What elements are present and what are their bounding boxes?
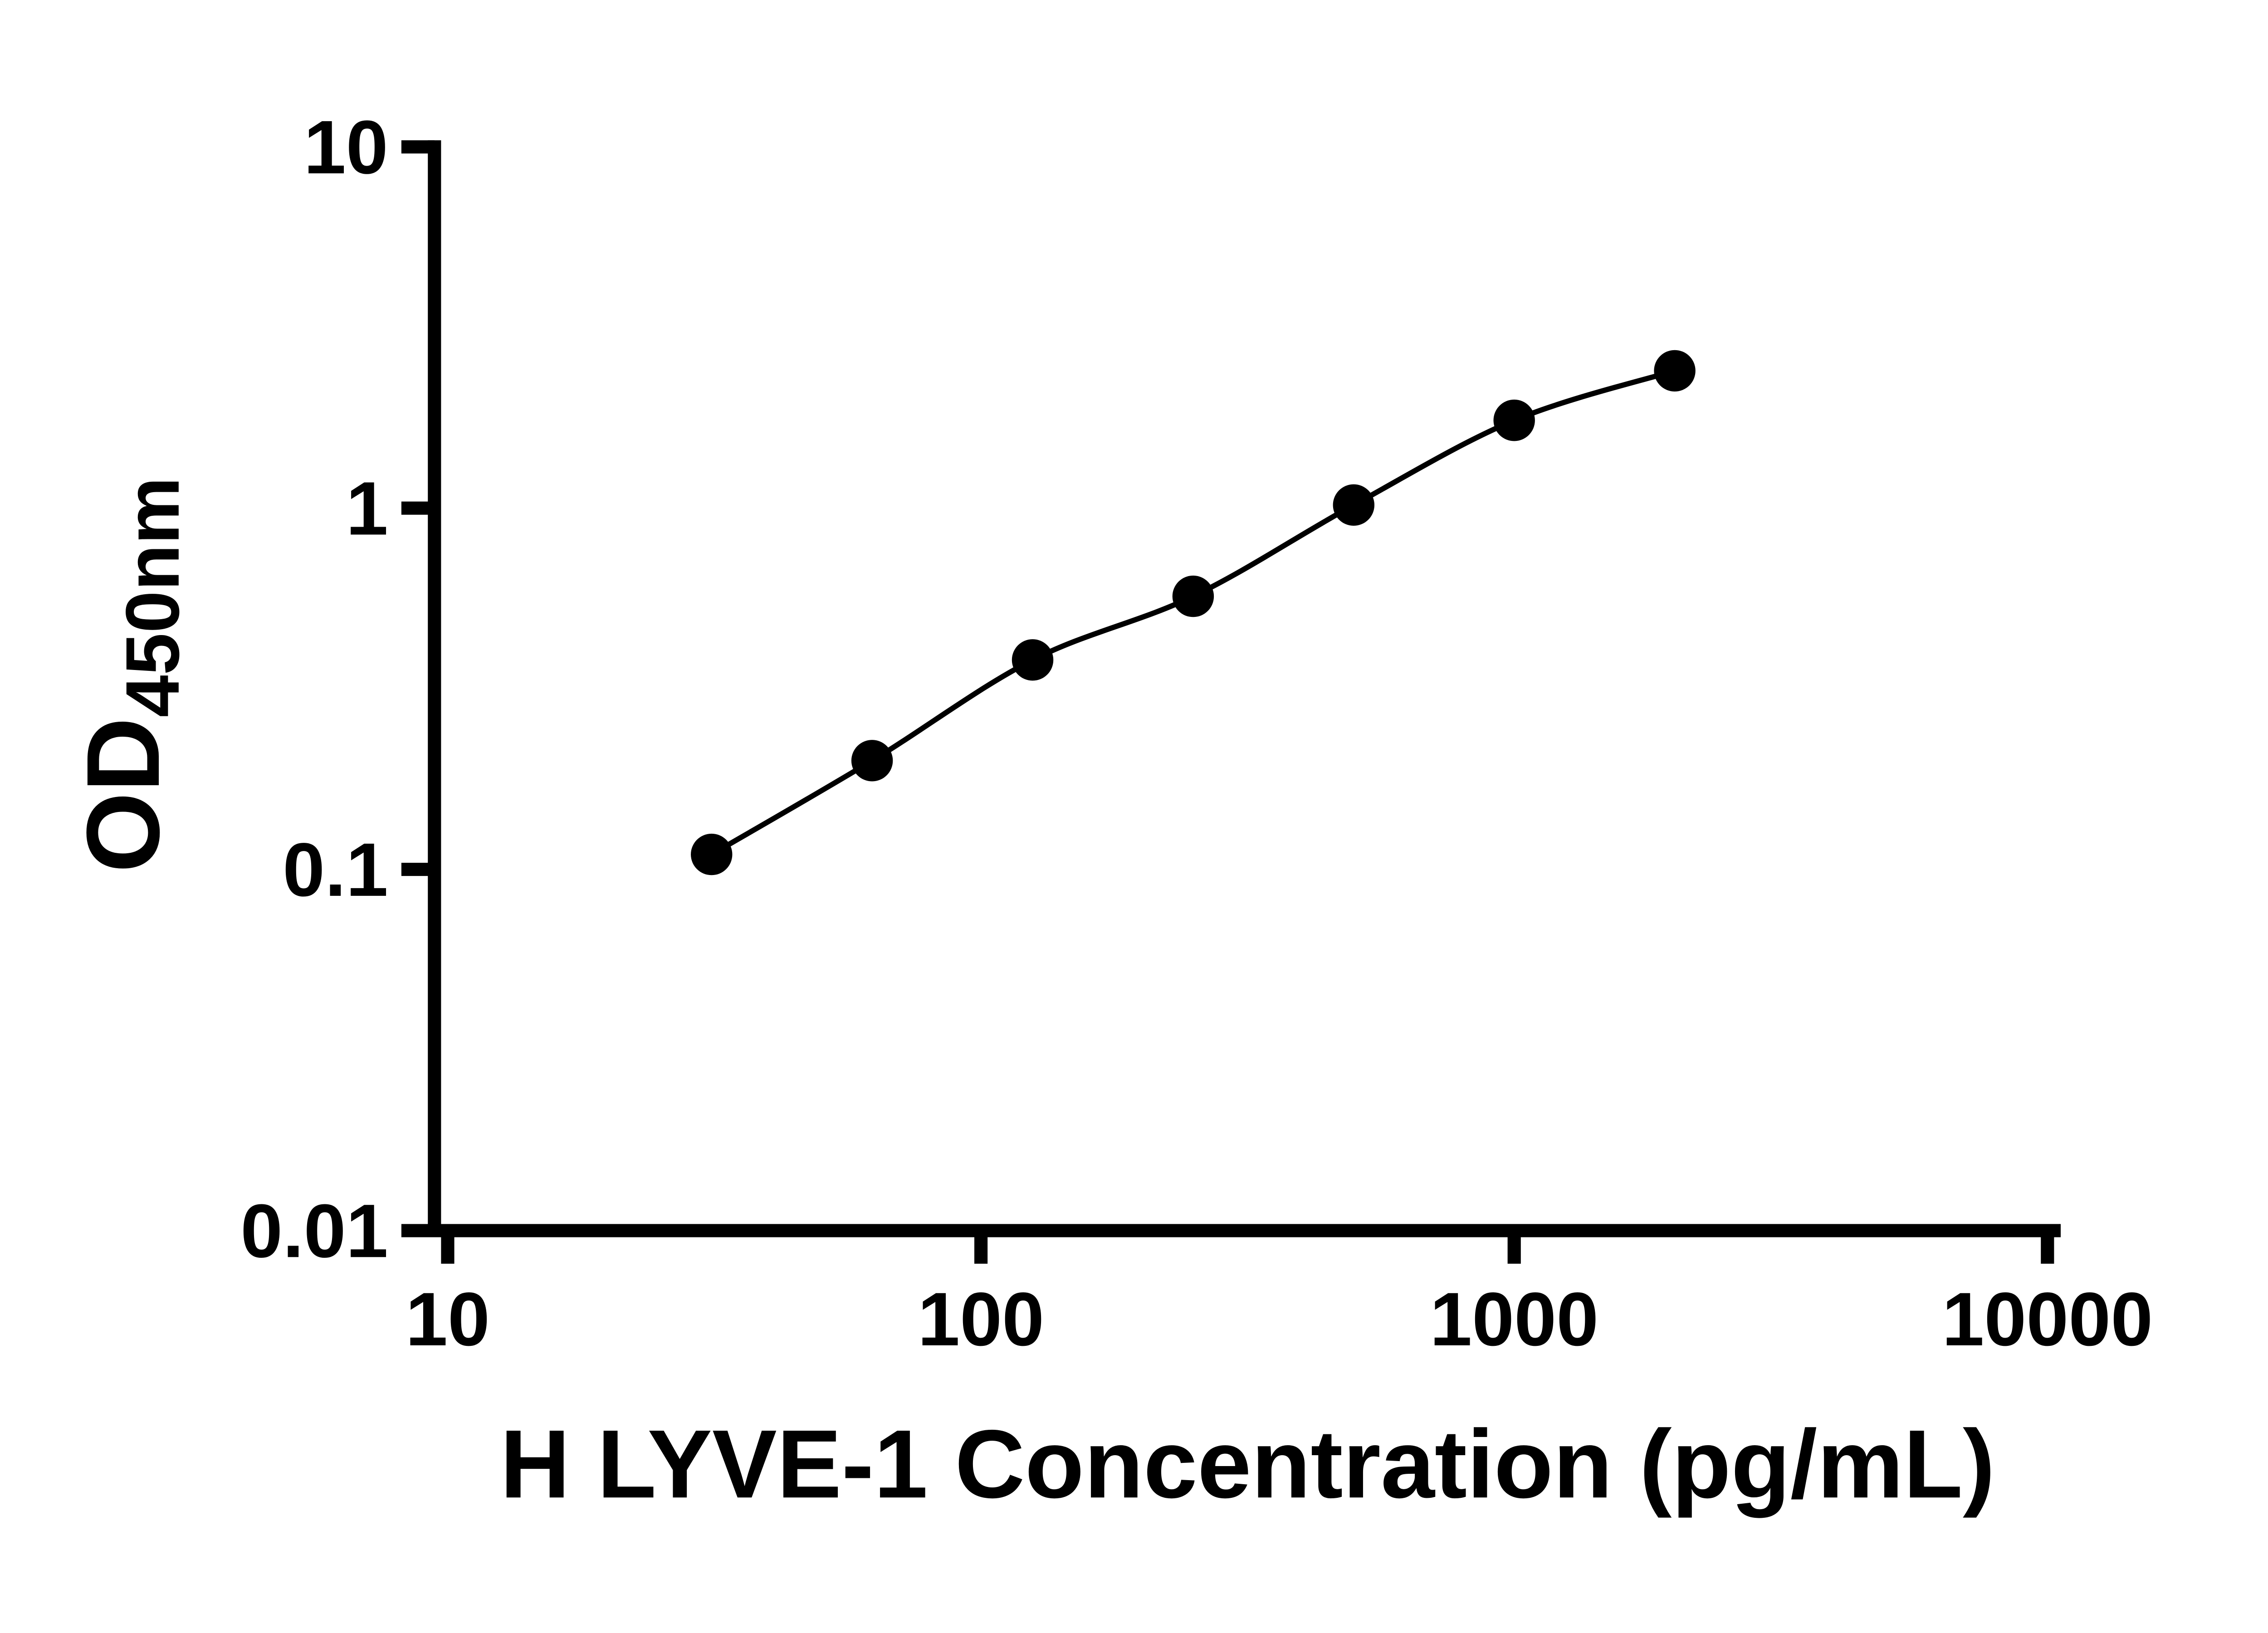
data-point-marker bbox=[1333, 484, 1375, 526]
x-axis-title: H LYVE-1 Concentration (pg/mL) bbox=[500, 1410, 1995, 1518]
data-point-marker bbox=[851, 740, 893, 782]
x-axis-tick-label: 1000 bbox=[1430, 1277, 1598, 1362]
data-point-marker bbox=[691, 833, 733, 875]
x-axis-tick-label: 10000 bbox=[1942, 1277, 2153, 1362]
y-axis-tick-label: 0.1 bbox=[283, 828, 388, 912]
x-axis-tick-label: 10 bbox=[406, 1277, 490, 1362]
data-point-marker bbox=[1172, 575, 1214, 617]
y-axis-tick-label: 0.01 bbox=[240, 1189, 388, 1273]
x-axis-tick-label: 100 bbox=[918, 1277, 1044, 1362]
data-point-marker bbox=[1493, 399, 1535, 441]
y-axis-title: OD450nm bbox=[65, 477, 195, 873]
data-point-marker bbox=[1012, 639, 1054, 681]
data-point-marker bbox=[1654, 350, 1696, 392]
y-axis-tick-label: 10 bbox=[304, 105, 388, 190]
y-axis-tick-label: 1 bbox=[346, 467, 388, 551]
elisa-standard-curve-figure: 10 100 1000 10000 0.01 0.1 1 10 H LYVE-1 Concent… bbox=[65, 105, 2153, 1519]
